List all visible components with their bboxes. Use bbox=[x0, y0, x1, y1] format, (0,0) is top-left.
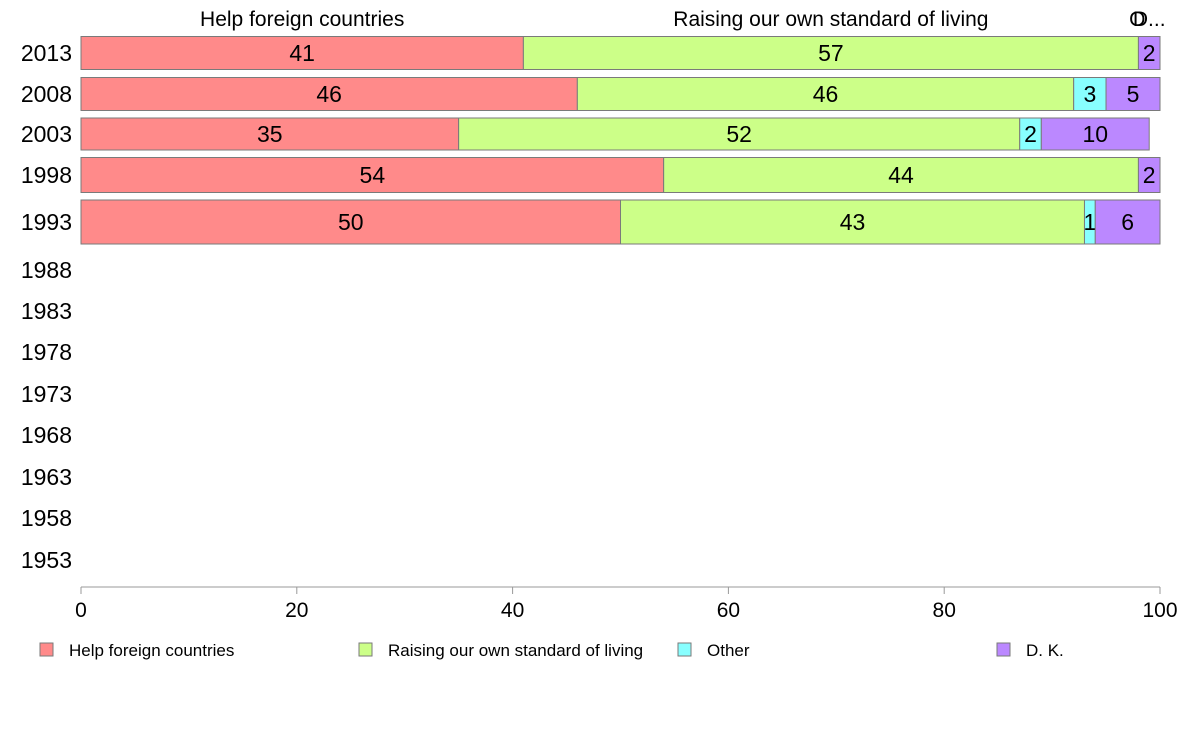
data-label-2008-0: 46 bbox=[316, 81, 342, 107]
year-label-1993: 1993 bbox=[21, 209, 72, 235]
top-label-3: D... bbox=[1133, 8, 1166, 31]
data-label-2003-3: 10 bbox=[1082, 121, 1108, 147]
bar-1998-0 bbox=[80, 157, 665, 193]
bar-2003-3 bbox=[1040, 117, 1150, 151]
legend-swatch-0 bbox=[39, 642, 54, 657]
data-label-1993-0: 50 bbox=[338, 209, 364, 235]
data-label-2003-0: 35 bbox=[257, 121, 283, 147]
bar-2008-0 bbox=[80, 77, 578, 111]
data-label-2013-3: 2 bbox=[1143, 40, 1156, 66]
bar-2013-3 bbox=[1137, 36, 1161, 70]
legend-label-2: Other bbox=[707, 641, 750, 660]
year-label-1998: 1998 bbox=[21, 162, 72, 188]
legend-label-1: Raising our own standard of living bbox=[388, 641, 643, 660]
bar-1998-1 bbox=[663, 157, 1139, 193]
legend-label-0: Help foreign countries bbox=[69, 641, 234, 660]
x-tick-label-60: 60 bbox=[717, 599, 740, 622]
bar-1993-3 bbox=[1094, 199, 1161, 245]
year-label-1983: 1983 bbox=[21, 298, 72, 324]
data-label-2008-1: 46 bbox=[813, 81, 839, 107]
data-label-2013-1: 57 bbox=[818, 40, 844, 66]
year-label-1973: 1973 bbox=[21, 381, 72, 407]
data-label-1998-3: 2 bbox=[1143, 162, 1156, 188]
year-label-2008: 2008 bbox=[21, 81, 72, 107]
year-label-2003: 2003 bbox=[21, 121, 72, 147]
x-tick-label-40: 40 bbox=[501, 599, 524, 622]
x-tick-label-20: 20 bbox=[285, 599, 308, 622]
year-label-1978: 1978 bbox=[21, 339, 72, 365]
data-label-1998-0: 54 bbox=[360, 162, 386, 188]
bar-1993-1 bbox=[620, 199, 1085, 245]
x-tick-label-100: 100 bbox=[1142, 599, 1177, 622]
top-label-0: Help foreign countries bbox=[200, 8, 404, 31]
bar-1998-3 bbox=[1137, 157, 1161, 193]
legend-swatch-3 bbox=[996, 642, 1011, 657]
data-label-1993-3: 6 bbox=[1121, 209, 1134, 235]
top-label-1: Raising our own standard of living bbox=[673, 8, 988, 31]
x-tick-label-80: 80 bbox=[933, 599, 956, 622]
year-label-1963: 1963 bbox=[21, 464, 72, 490]
x-tick-label-0: 0 bbox=[75, 599, 87, 622]
data-label-1993-1: 43 bbox=[840, 209, 866, 235]
bar-2008-2 bbox=[1073, 77, 1107, 111]
bar-2013-1 bbox=[522, 36, 1139, 70]
year-label-1988: 1988 bbox=[21, 257, 72, 283]
data-label-2003-2: 2 bbox=[1024, 121, 1037, 147]
bar-2003-0 bbox=[80, 117, 460, 151]
bar-2003-1 bbox=[458, 117, 1021, 151]
year-label-1953: 1953 bbox=[21, 547, 72, 573]
legend-swatch-2 bbox=[677, 642, 692, 657]
top-label-2: O bbox=[1129, 8, 1145, 31]
bar-2008-1 bbox=[576, 77, 1075, 111]
data-label-1993-2: 1 bbox=[1083, 209, 1096, 235]
legend-label-3: D. K. bbox=[1026, 641, 1064, 660]
bar-1993-0 bbox=[80, 199, 621, 245]
bar-2008-3 bbox=[1105, 77, 1161, 111]
year-label-1968: 1968 bbox=[21, 422, 72, 448]
data-label-1998-1: 44 bbox=[888, 162, 914, 188]
data-label-2003-1: 52 bbox=[726, 121, 752, 147]
year-label-1958: 1958 bbox=[21, 505, 72, 531]
legend-swatch-1 bbox=[358, 642, 373, 657]
data-label-2013-0: 41 bbox=[289, 40, 315, 66]
data-label-2008-2: 3 bbox=[1083, 81, 1096, 107]
year-label-2013: 2013 bbox=[21, 40, 72, 66]
data-label-2008-3: 5 bbox=[1127, 81, 1140, 107]
